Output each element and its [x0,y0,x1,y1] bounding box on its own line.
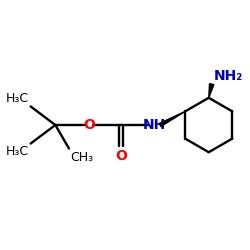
Text: CH₃: CH₃ [70,151,93,164]
Polygon shape [159,112,185,126]
Text: O: O [83,118,95,132]
Text: NH: NH [143,118,166,132]
Polygon shape [209,84,214,98]
Text: H₃C: H₃C [6,92,29,105]
Text: NH₂: NH₂ [214,69,243,83]
Text: H₃C: H₃C [6,145,29,158]
Text: O: O [115,148,127,162]
